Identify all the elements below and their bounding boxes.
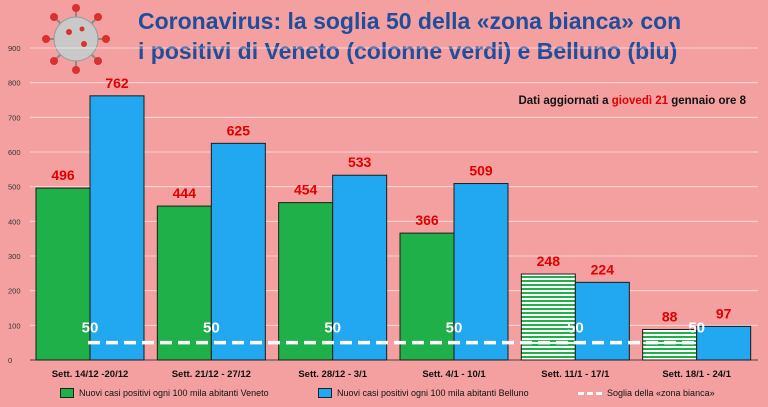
legend-veneto: Nuovi casi positivi ogni 100 mila abitan… [60,388,269,398]
value-label-veneto: 444 [173,185,197,201]
legend-belluno: Nuovi casi positivi ogni 100 mila abitan… [318,388,529,398]
x-tick-label: Sett. 14/12 -20/12 [52,369,129,380]
y-tick-label: 0 [8,356,12,365]
title: Coronavirus: la soglia 50 della «zona bi… [138,6,758,66]
subtitle-suffix: gennaio ore 8 [668,95,746,107]
y-tick-label: 200 [8,287,21,296]
title-line-1: Coronavirus: la soglia 50 della «zona bi… [138,8,682,34]
subtitle-highlight: giovedì 21 [611,95,669,107]
bar-veneto [278,202,334,361]
value-label-belluno: 762 [105,75,129,91]
value-label-veneto: 496 [51,167,75,183]
value-label-belluno: 509 [469,163,493,179]
bar-veneto [35,187,91,361]
threshold-value-label: 50 [82,320,99,337]
x-tick-label: Sett. 11/1 - 17/1 [541,369,610,380]
y-tick-label: 900 [8,44,21,53]
bar-belluno [210,142,266,361]
title-line-2: i positivi di Veneto (colonne verdi) e B… [138,38,678,64]
subtitle: Dati aggiornati a giovedì 21 gennaio ore… [386,95,746,107]
y-tick-label: 400 [8,217,21,226]
legend-veneto-swatch [60,388,74,398]
threshold-value-label: 50 [324,320,341,337]
bar-belluno [453,183,509,361]
bar-belluno [89,95,145,361]
bar-belluno [574,281,630,361]
threshold-value-label: 50 [688,320,705,337]
legend-belluno-label: Nuovi casi positivi ogni 100 mila abitan… [337,388,529,398]
x-tick-label: Sett. 28/12 - 3/1 [298,369,367,380]
threshold-value-label: 50 [203,320,220,337]
value-label-belluno: 97 [716,305,732,321]
legend-belluno-swatch [318,388,332,398]
legend-veneto-label: Nuovi casi positivi ogni 100 mila abitan… [79,388,269,398]
bar-veneto [520,273,576,361]
bar-veneto [642,328,698,361]
value-label-belluno: 533 [348,154,372,170]
threshold-value-label: 50 [446,320,463,337]
threshold-value-label: 50 [567,320,584,337]
y-tick-label: 500 [8,183,21,192]
value-label-veneto: 366 [415,212,439,228]
subtitle-prefix: Dati aggiornati a [518,95,612,107]
bar-belluno [332,174,388,361]
bar-belluno [696,325,752,361]
x-tick-label: Sett. 21/12 - 27/12 [172,369,251,380]
x-tick-label: Sett. 18/1 - 24/1 [662,369,731,380]
value-label-veneto: 88 [662,308,678,324]
y-tick-label: 100 [8,321,21,330]
legend-threshold-label: Soglia della «zona bianca» [607,388,715,398]
legend-threshold-swatch [578,391,602,395]
bar-veneto [399,232,455,361]
value-label-belluno: 625 [227,122,251,138]
y-tick-label: 300 [8,252,21,261]
y-tick-label: 600 [8,148,21,157]
y-tick-label: 700 [8,113,21,122]
legend-threshold: Soglia della «zona bianca» [578,388,715,398]
bar-veneto [156,205,212,361]
virus-icon [36,4,116,74]
legend: Nuovi casi positivi ogni 100 mila abitan… [0,384,768,404]
value-label-veneto: 248 [537,253,561,269]
y-tick-label: 800 [8,79,21,88]
value-label-belluno: 224 [591,261,615,277]
x-tick-label: Sett. 4/1 - 10/1 [422,369,486,380]
value-label-veneto: 454 [294,182,318,198]
